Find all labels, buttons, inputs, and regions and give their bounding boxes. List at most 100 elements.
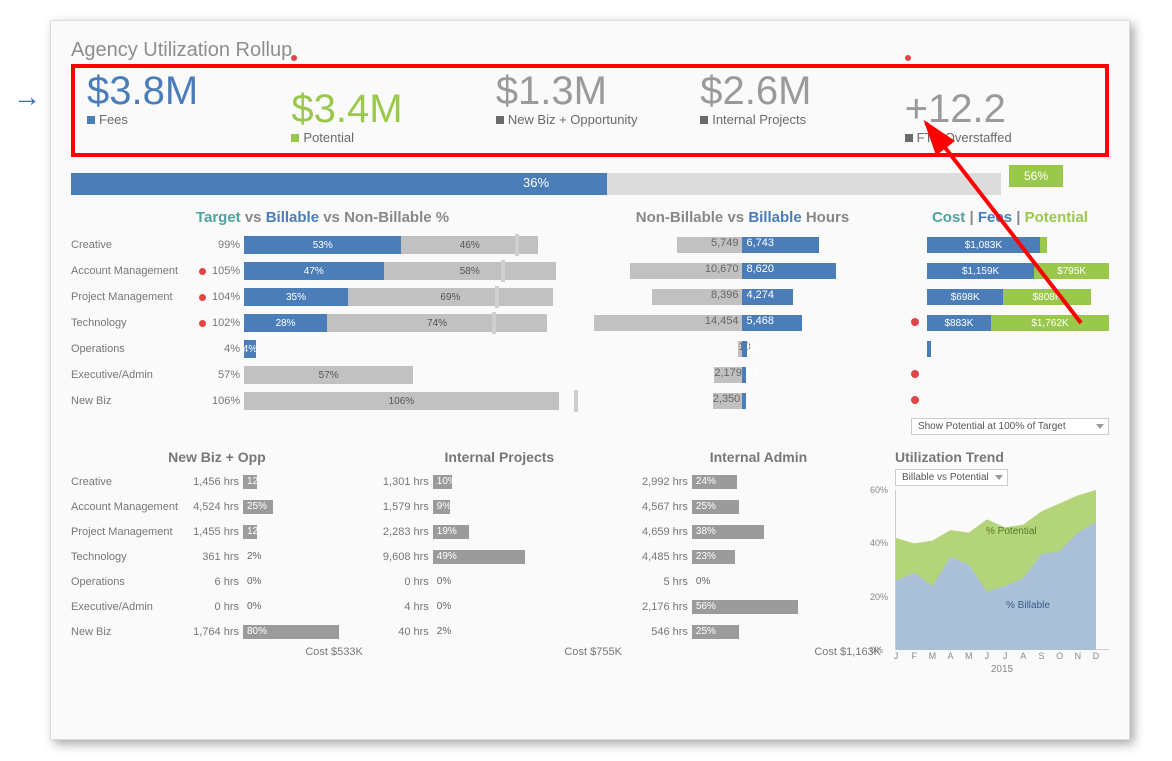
x-tick-label: S	[1038, 651, 1044, 661]
hours-row: 10,6708,620	[586, 258, 899, 284]
potential-bar: $795K	[1034, 263, 1109, 279]
trend-selector-dropdown[interactable]: Billable vs Potential	[895, 469, 1008, 486]
trend-label-potential: % Potential	[986, 526, 1037, 537]
fees-bar: $1,159K	[927, 263, 1034, 279]
bottom-table-0: New Biz + OppCreative1,456 hrs12%Account…	[71, 449, 363, 675]
hours-value: 361 hrs	[187, 551, 243, 563]
alert-dot-icon	[905, 55, 911, 61]
hours-value: 0 hrs	[187, 601, 243, 613]
section-a-heading: Target vs Billable vs Non-Billable %	[71, 205, 574, 232]
pct-bar: 80%	[243, 625, 363, 639]
hours-value: 1,301 hrs	[377, 476, 433, 488]
y-tick-label: 40%	[870, 538, 888, 548]
table-row: 1,579 hrs9%	[377, 494, 622, 519]
hours-value: 40 hrs	[377, 626, 433, 638]
hours-value: 1,456 hrs	[187, 476, 243, 488]
trend-title: Utilization Trend	[895, 449, 1109, 465]
legend-square-icon	[496, 116, 504, 124]
table-row: 4 hrs0%	[377, 594, 622, 619]
table-row: New Biz1,764 hrs80%	[71, 619, 363, 644]
x-tick-label: F	[911, 651, 917, 661]
hours-value: 2,176 hrs	[636, 601, 692, 613]
kpi-value: $2.6M	[700, 70, 888, 112]
kpi-value: +12.2	[905, 88, 1093, 130]
kpi-label: Fees	[87, 112, 275, 127]
table-row: Creative1,456 hrs12%	[71, 469, 363, 494]
table-row: 0 hrs0%	[377, 569, 622, 594]
dept-name: Account Management	[71, 265, 199, 277]
costfees-row	[911, 388, 1109, 414]
table-row: Executive/Admin0 hrs0%	[71, 594, 363, 619]
legend-square-icon	[905, 134, 913, 142]
table-row: 2,176 hrs56%	[636, 594, 881, 619]
dept-row: Creative 99%53%46%	[71, 232, 574, 258]
nonbillable-bar: 2,350	[713, 393, 743, 409]
potential-target-dropdown[interactable]: Show Potential at 100% of Target	[911, 418, 1109, 435]
pct-bar: 56%	[692, 600, 881, 614]
nonbillable-bar: 2,179	[714, 367, 742, 383]
kpi-label: New Biz + Opportunity	[496, 112, 684, 127]
pct-bar: 2%	[243, 550, 363, 564]
billable-bar: 16	[742, 367, 746, 383]
side-potential-box: 56%	[1009, 165, 1063, 187]
dept-name: Executive/Admin	[71, 601, 187, 613]
table-row: 546 hrs25%	[636, 619, 881, 644]
x-tick-label: J	[1003, 651, 1008, 661]
dept-target-pct: 99%	[212, 239, 244, 251]
kpi-strip: $3.8MFees$3.4MPotential$1.3MNew Biz + Op…	[71, 64, 1109, 157]
dept-bar: 35%69%	[244, 288, 574, 306]
costfees-row: $1,083K	[911, 232, 1109, 258]
dept-name: Technology	[71, 551, 187, 563]
hours-row: 1033	[586, 336, 899, 362]
alert-dot-icon	[911, 370, 919, 378]
pct-bar: 0%	[243, 600, 363, 614]
dept-target-pct: 106%	[212, 395, 244, 407]
pct-bar: 0%	[433, 600, 622, 614]
trend-label-billable: % Billable	[1006, 600, 1050, 611]
dept-name: Technology	[71, 317, 199, 329]
potential-bar	[1040, 237, 1047, 253]
pct-bar: 0%	[433, 575, 622, 589]
kpi-1: $3.4MPotential	[287, 70, 483, 145]
bottom-section: New Biz + OppCreative1,456 hrs12%Account…	[71, 449, 1109, 675]
billable-bar: 4,274	[742, 289, 792, 305]
dept-bar: 53%46%	[244, 236, 574, 254]
dept-target-pct: 104%	[212, 291, 244, 303]
utilization-trend-panel: Utilization Trend Billable vs Potential …	[895, 449, 1109, 675]
cost-summary: Cost $755K	[377, 646, 622, 658]
pct-bar: 19%	[433, 525, 622, 539]
overall-utilization-label: 36%	[523, 175, 549, 190]
kpi-3: $2.6MInternal Projects	[696, 70, 892, 127]
alert-dot-icon	[199, 320, 206, 327]
page-title: Agency Utilization Rollup	[71, 39, 1109, 62]
dept-target-pct: 57%	[212, 369, 244, 381]
legend-square-icon	[700, 116, 708, 124]
alert-dot-icon	[199, 268, 206, 275]
dept-name: Creative	[71, 239, 199, 251]
target-marker-icon	[515, 234, 519, 256]
table-row: 9,608 hrs49%	[377, 544, 622, 569]
hours-value: 4,659 hrs	[636, 526, 692, 538]
hours-row: 8,3964,274	[586, 284, 899, 310]
pct-bar: 25%	[692, 625, 881, 639]
bottom-table-title: Internal Projects	[377, 449, 622, 465]
dept-name: Creative	[71, 476, 187, 488]
target-marker-icon	[492, 312, 496, 334]
fees-bar: $1,083K	[927, 237, 1040, 253]
hours-value: 1,455 hrs	[187, 526, 243, 538]
dept-name: Operations	[71, 576, 187, 588]
pct-bar: 2%	[433, 625, 622, 639]
cost-summary: Cost $533K	[71, 646, 363, 658]
billable-bar: 1	[742, 393, 746, 409]
hours-value: 0 hrs	[377, 576, 433, 588]
pct-bar: 0%	[692, 575, 881, 589]
x-tick-label: D	[1093, 651, 1100, 661]
dept-target-pct: 102%	[212, 317, 244, 329]
pct-bar: 23%	[692, 550, 881, 564]
table-row: 5 hrs0%	[636, 569, 881, 594]
hours-value: 1,579 hrs	[377, 501, 433, 513]
table-row: 4,485 hrs23%	[636, 544, 881, 569]
bottom-table-title: New Biz + Opp	[71, 449, 363, 465]
kpi-value: $3.4M	[291, 88, 479, 130]
dept-name: Executive/Admin	[71, 369, 199, 381]
